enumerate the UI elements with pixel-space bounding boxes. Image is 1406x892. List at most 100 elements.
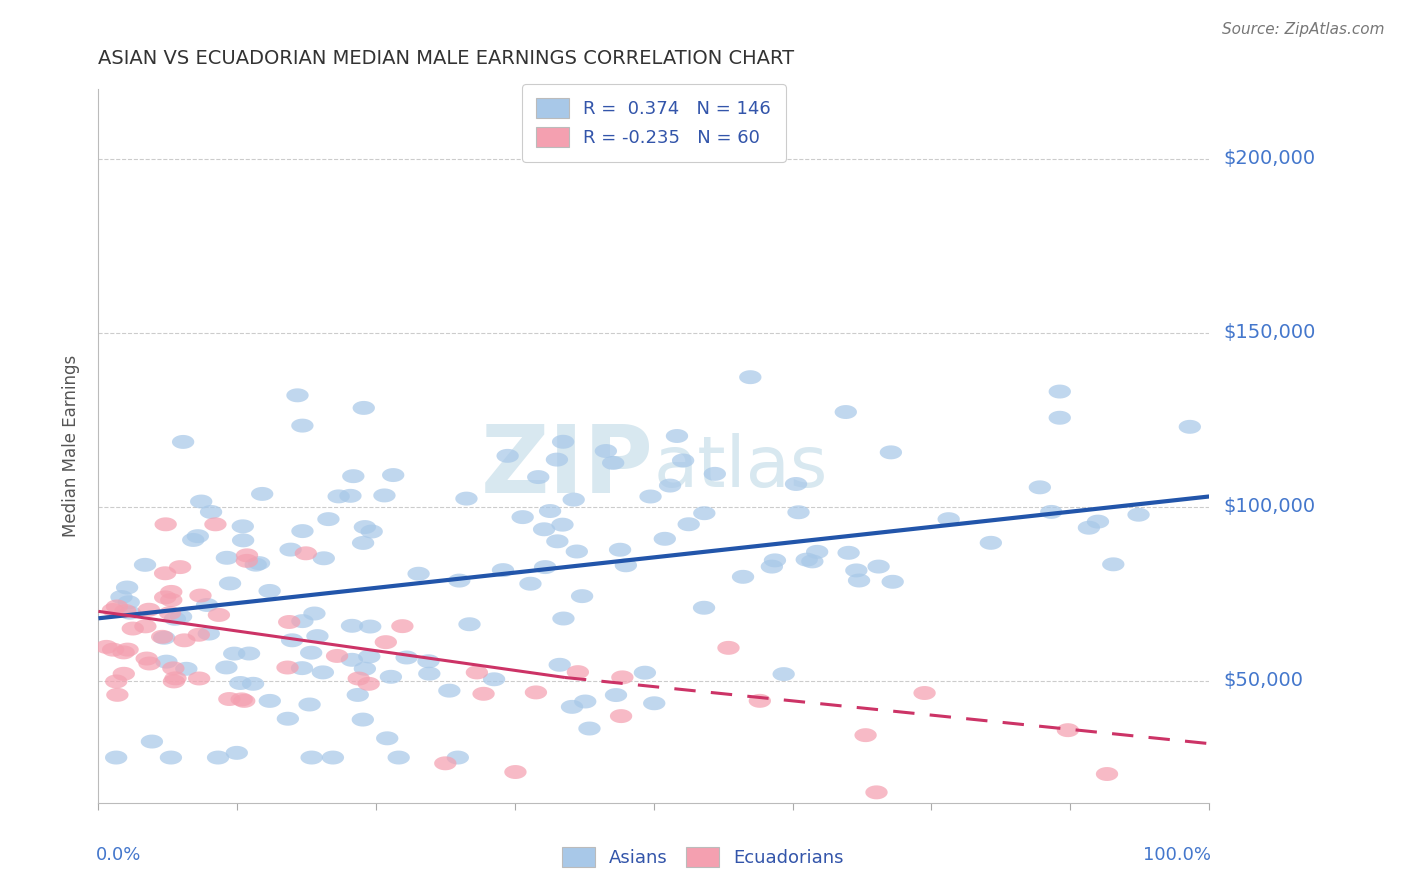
Point bbox=[160, 585, 183, 599]
Point bbox=[640, 490, 662, 504]
Point bbox=[141, 734, 163, 748]
Point bbox=[155, 655, 177, 669]
Point bbox=[845, 563, 868, 577]
Point bbox=[458, 617, 481, 632]
Point bbox=[112, 666, 135, 681]
Point bbox=[806, 545, 828, 559]
Legend: Asians, Ecuadorians: Asians, Ecuadorians bbox=[555, 839, 851, 874]
Point bbox=[693, 506, 716, 520]
Point bbox=[388, 750, 411, 764]
Point bbox=[295, 546, 318, 560]
Point bbox=[524, 685, 547, 699]
Point bbox=[672, 453, 695, 467]
Point bbox=[868, 559, 890, 574]
Point bbox=[342, 469, 364, 483]
Point bbox=[533, 522, 555, 536]
Point bbox=[938, 512, 960, 526]
Point bbox=[801, 554, 824, 568]
Point bbox=[654, 532, 676, 546]
Point bbox=[318, 512, 340, 526]
Point bbox=[114, 604, 136, 618]
Text: $200,000: $200,000 bbox=[1223, 149, 1315, 169]
Point bbox=[561, 699, 583, 714]
Point bbox=[354, 662, 377, 676]
Point bbox=[546, 534, 568, 549]
Point bbox=[772, 667, 794, 681]
Point bbox=[665, 429, 688, 443]
Point bbox=[527, 470, 550, 484]
Point bbox=[153, 631, 176, 645]
Point bbox=[761, 559, 783, 574]
Point bbox=[291, 418, 314, 433]
Point bbox=[150, 630, 173, 644]
Point bbox=[391, 619, 413, 633]
Point bbox=[233, 694, 256, 708]
Point bbox=[551, 517, 574, 532]
Point bbox=[340, 619, 363, 633]
Point bbox=[312, 665, 335, 680]
Point bbox=[1178, 419, 1201, 434]
Point bbox=[105, 688, 128, 702]
Point bbox=[135, 651, 157, 665]
Point bbox=[322, 750, 344, 764]
Point bbox=[614, 558, 637, 573]
Point bbox=[169, 560, 191, 574]
Point bbox=[1049, 384, 1071, 399]
Point bbox=[134, 619, 156, 633]
Point bbox=[236, 549, 259, 563]
Point bbox=[287, 388, 309, 402]
Point bbox=[242, 677, 264, 691]
Point bbox=[610, 709, 633, 723]
Point bbox=[553, 611, 575, 625]
Point bbox=[602, 456, 624, 470]
Point bbox=[163, 674, 186, 689]
Point bbox=[717, 640, 740, 655]
Point bbox=[703, 467, 725, 481]
Point bbox=[360, 524, 382, 539]
Point bbox=[352, 536, 374, 550]
Text: atlas: atlas bbox=[654, 433, 828, 502]
Text: $100,000: $100,000 bbox=[1223, 498, 1315, 516]
Legend: R =  0.374   N = 146, R = -0.235   N = 60: R = 0.374 N = 146, R = -0.235 N = 60 bbox=[522, 84, 786, 161]
Point bbox=[519, 576, 541, 591]
Point bbox=[418, 666, 440, 681]
Point bbox=[101, 603, 124, 617]
Point bbox=[374, 635, 396, 649]
Point bbox=[605, 688, 627, 702]
Point bbox=[291, 661, 314, 675]
Point bbox=[465, 665, 488, 680]
Point bbox=[112, 645, 135, 659]
Point bbox=[482, 673, 505, 687]
Point bbox=[259, 694, 281, 708]
Point bbox=[609, 542, 631, 557]
Point bbox=[418, 654, 440, 668]
Point bbox=[236, 554, 259, 568]
Point bbox=[357, 677, 380, 691]
Point bbox=[340, 653, 363, 667]
Point bbox=[1077, 521, 1099, 535]
Point bbox=[395, 650, 418, 665]
Point bbox=[553, 434, 575, 449]
Point bbox=[865, 785, 887, 799]
Point bbox=[219, 576, 242, 591]
Point bbox=[229, 676, 252, 690]
Point bbox=[110, 590, 132, 604]
Point bbox=[215, 660, 238, 674]
Point bbox=[138, 603, 160, 617]
Point bbox=[291, 614, 314, 628]
Text: ZIP: ZIP bbox=[481, 421, 654, 514]
Point bbox=[492, 563, 515, 577]
Point bbox=[105, 674, 128, 689]
Point bbox=[117, 642, 139, 657]
Point bbox=[105, 750, 128, 764]
Point bbox=[153, 566, 176, 581]
Point bbox=[101, 642, 124, 657]
Point bbox=[1029, 480, 1052, 494]
Point bbox=[291, 524, 314, 538]
Point bbox=[198, 626, 221, 640]
Point bbox=[882, 574, 904, 589]
Point bbox=[731, 570, 754, 584]
Point bbox=[848, 574, 870, 588]
Point bbox=[190, 494, 212, 508]
Point bbox=[218, 692, 240, 706]
